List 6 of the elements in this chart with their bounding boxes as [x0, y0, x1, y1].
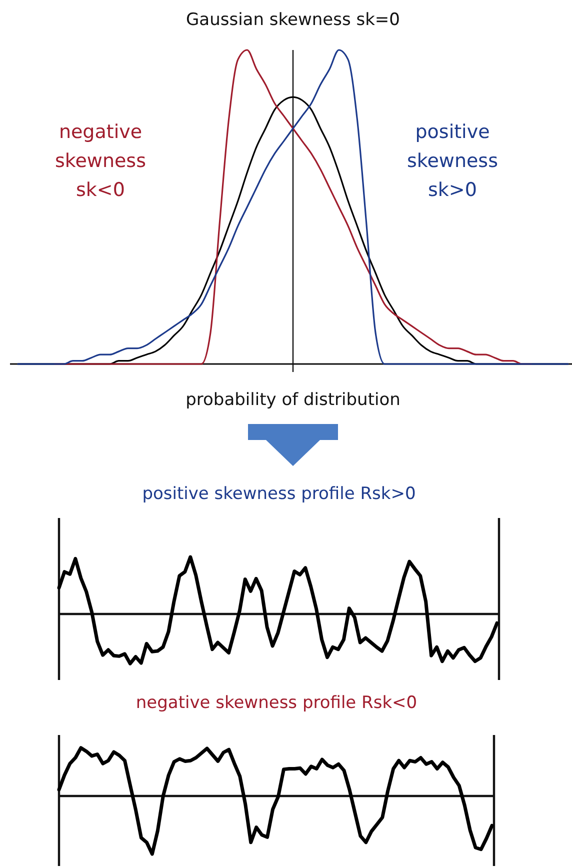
- x-axis-title: probability of distribution: [186, 390, 400, 410]
- chart-title: Gaussian skewness sk=0: [186, 10, 400, 30]
- chart-title: positive skewness profile Rsk>0: [142, 484, 416, 504]
- text: negative skewness sk<0: [55, 120, 146, 201]
- chart-title: negative skewness profile Rsk<0: [136, 693, 418, 713]
- text: positive skewness sk>0: [407, 120, 498, 201]
